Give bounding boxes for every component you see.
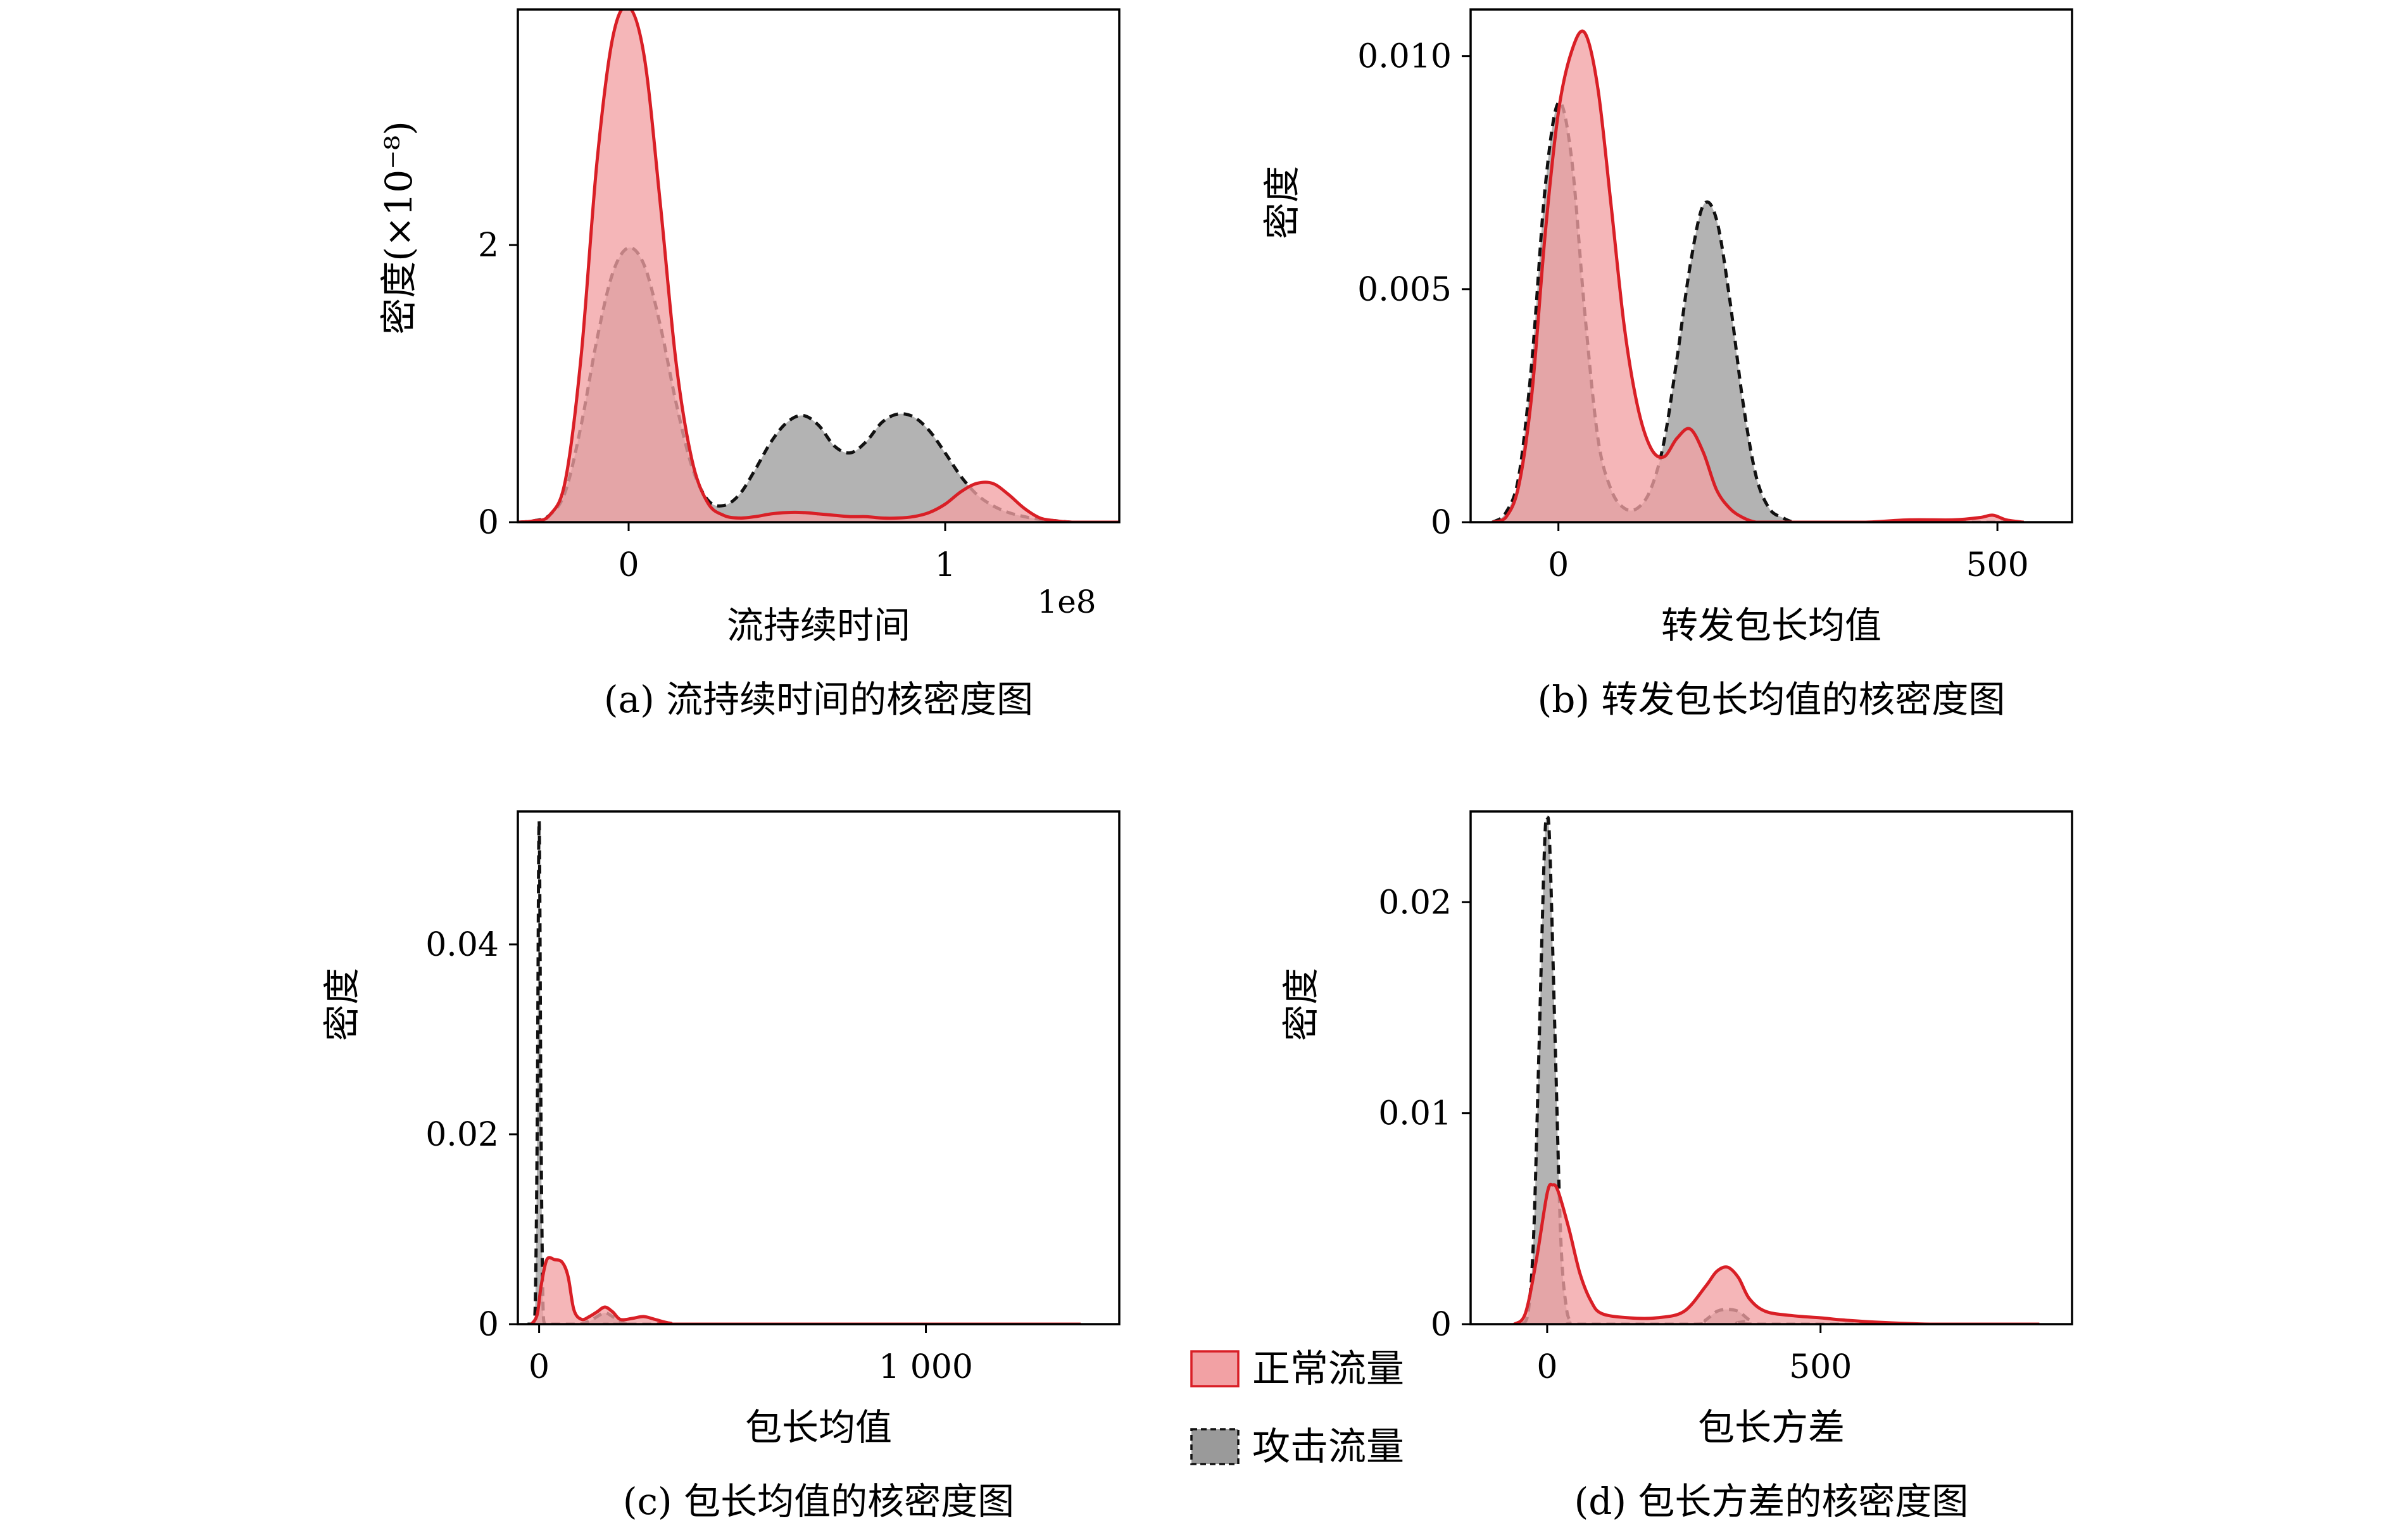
panel-caption: (b) 转发包长均值的核密度图 xyxy=(1538,678,2006,721)
x-tick-label: 0 xyxy=(1548,546,1569,584)
density-area-normal xyxy=(518,9,1119,522)
density-line-attack xyxy=(527,819,1081,1324)
legend-label-normal: 正常流量 xyxy=(1252,1347,1404,1391)
series-normal xyxy=(518,9,1119,522)
y-tick-label: 0 xyxy=(478,1306,499,1344)
plot-frame xyxy=(517,8,1121,523)
density-line-normal xyxy=(1513,1182,2040,1324)
density-area-attack xyxy=(527,821,1081,1324)
y-tick-label: 0 xyxy=(1431,1306,1452,1344)
density-line-normal xyxy=(518,9,1119,522)
legend-label-attack: 攻击流量 xyxy=(1252,1425,1404,1469)
series-attack xyxy=(527,819,1081,1324)
y-axis-label: 密度 xyxy=(1279,968,1322,1041)
x-tick-label: 500 xyxy=(1966,546,2028,584)
y-tick-label: 0.02 xyxy=(1378,884,1452,922)
y-tick-label: 0.01 xyxy=(1378,1095,1452,1133)
legend-swatch-attack xyxy=(1190,1428,1240,1465)
x-tick-label: 1 000 xyxy=(879,1348,973,1386)
legend-swatch-normal xyxy=(1190,1350,1240,1387)
panel-caption: (c) 包长均值的核密度图 xyxy=(623,1480,1014,1523)
density-line-attack xyxy=(1521,815,2040,1324)
y-axis-label: 密度(×10⁻⁸) xyxy=(377,121,420,335)
plot-frame xyxy=(1469,810,2073,1325)
x-tick-label: 0 xyxy=(1536,1348,1557,1386)
plot-frame xyxy=(1469,8,2073,523)
panel-c: 0 1 000 0 0.02 0.04 包长均值 密度 (c) 包长均值的核密度图 xyxy=(320,810,1121,1523)
x-axis-label: 包长均值 xyxy=(745,1406,892,1449)
legend: 正常流量 攻击流量 xyxy=(1190,1347,1404,1469)
y-tick-label: 0.010 xyxy=(1357,38,1452,76)
series-normal xyxy=(1513,1182,2040,1324)
y-tick-label: 0.04 xyxy=(425,926,499,964)
y-axis-label: 密度 xyxy=(1260,166,1303,239)
x-axis-label: 包长方差 xyxy=(1698,1406,1845,1449)
panel-caption: (a) 流持续时间的核密度图 xyxy=(604,678,1033,721)
panel-a: 0 1 0 2 1e8 流持续时间 密度(×10⁻⁸) (a) 流持续时间的核密度图 xyxy=(377,8,1121,721)
x-tick-label: 0 xyxy=(618,546,639,584)
density-area-normal xyxy=(1492,31,2024,522)
series-normal xyxy=(1492,29,2025,522)
density-area-attack xyxy=(1523,817,2040,1324)
density-line-normal xyxy=(530,1256,1081,1324)
x-tick-label: 500 xyxy=(1789,1348,1852,1386)
series-attack xyxy=(1521,815,2040,1324)
y-tick-label: 2 xyxy=(478,227,499,265)
density-line-attack xyxy=(1492,100,2024,522)
panel-caption: (d) 包长方差的核密度图 xyxy=(1574,1480,1969,1523)
series-normal xyxy=(530,1256,1081,1324)
x-offset-label: 1e8 xyxy=(1037,584,1096,620)
x-axis-label: 转发包长均值 xyxy=(1661,604,1881,647)
panel-d: 0 500 0 0.01 0.02 包长方差 密度 (d) 包长方差的核密度图 xyxy=(1279,810,2073,1523)
density-area-normal xyxy=(1514,1184,2040,1324)
plot-frame xyxy=(517,810,1121,1325)
y-tick-label: 0 xyxy=(478,504,499,542)
x-tick-label: 0 xyxy=(529,1348,550,1386)
y-tick-label: 0 xyxy=(1431,504,1452,542)
y-tick-label: 0.02 xyxy=(425,1116,499,1154)
x-tick-label: 1 xyxy=(934,546,955,584)
y-axis-label: 密度 xyxy=(320,968,363,1041)
panel-b: 0 500 0 0.005 0.010 转发包长均值 密度 (b) 转发包长均值的核密度图 xyxy=(1260,8,2073,721)
y-tick-label: 0.005 xyxy=(1357,271,1452,309)
x-axis-label: 流持续时间 xyxy=(727,604,910,647)
